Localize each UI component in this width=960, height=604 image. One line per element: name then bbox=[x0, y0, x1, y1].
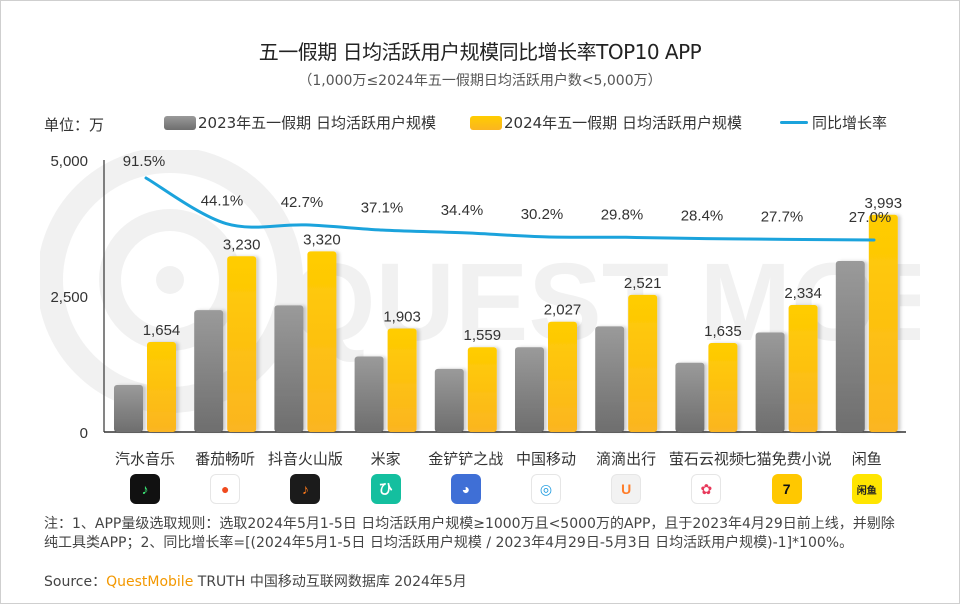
x-tick-label: 滴滴出行 bbox=[596, 450, 657, 468]
bar-2023 bbox=[194, 310, 224, 432]
bars-group bbox=[114, 214, 898, 432]
x-tick-label: 七猫免费小说 bbox=[741, 450, 832, 468]
x-tick-label: 金铲铲之战 bbox=[428, 450, 504, 468]
x-tick-label: 萤石云视频 bbox=[668, 450, 744, 468]
y-tick-label: 0 bbox=[80, 425, 88, 442]
x-tick-label: 抖音火山版 bbox=[267, 450, 343, 468]
bar-2024 bbox=[628, 294, 658, 432]
source-brand: QuestMobile bbox=[106, 574, 194, 590]
x-tick-label: 米家 bbox=[370, 450, 401, 468]
bar-2024-value-label: 2,027 bbox=[544, 302, 582, 319]
bar-2023 bbox=[274, 305, 304, 432]
bar-2024-value-label: 2,521 bbox=[624, 275, 662, 292]
growth-rate-label: 30.2% bbox=[521, 206, 564, 223]
legend-label-2024: 2024年五一假期 日均活跃用户规模 bbox=[504, 114, 742, 132]
legend-item-2023: 2023年五一假期 日均活跃用户规模 bbox=[164, 112, 436, 133]
y-tick-label: 2,500 bbox=[50, 289, 88, 306]
bar-2023 bbox=[675, 362, 705, 432]
y-tick-label: 5,000 bbox=[50, 153, 88, 170]
mijia-icon: ひ bbox=[370, 474, 401, 504]
qimao-icon: 7 bbox=[771, 474, 802, 504]
growth-rate-label: 27.7% bbox=[761, 208, 804, 225]
bar-2024-value-label: 3,320 bbox=[303, 231, 341, 248]
growth-rate-label: 29.8% bbox=[601, 206, 644, 223]
bar-2024 bbox=[227, 256, 257, 432]
bar-2024-value-label: 3,230 bbox=[223, 236, 261, 253]
unit-label: 单位：万 bbox=[44, 116, 105, 134]
douyin-huoshan-icon: ♪ bbox=[290, 474, 321, 504]
growth-rate-line bbox=[144, 176, 876, 242]
xianyu-icon: 闲鱼 bbox=[851, 474, 882, 504]
growth-rate-label: 28.4% bbox=[681, 208, 724, 225]
growth-rate-label: 44.1% bbox=[201, 193, 244, 210]
growth-rate-label: 34.4% bbox=[441, 202, 484, 219]
bar-2024-value-label: 1,654 bbox=[143, 322, 181, 339]
bar-2024-value-label: 1,559 bbox=[464, 327, 502, 344]
bar-2024 bbox=[147, 342, 176, 432]
chart-title: 五一假期 日均活跃用户规模同比增长率TOP10 APP bbox=[258, 40, 702, 64]
bar-2024 bbox=[548, 321, 577, 432]
bar-2024 bbox=[788, 305, 818, 432]
source-line: Source：QuestMobile TRUTH 中国移动互联网数据库 2024… bbox=[44, 571, 467, 591]
bar-2024 bbox=[868, 214, 898, 432]
jinchanchan-icon: ◕ bbox=[450, 474, 481, 504]
tomato-listen-icon: ● bbox=[210, 474, 241, 504]
source-suffix: TRUTH 中国移动互联网数据库 2024年5月 bbox=[193, 574, 467, 590]
bar-2024-value-label: 2,334 bbox=[784, 285, 822, 302]
x-tick-label: 中国移动 bbox=[515, 450, 576, 468]
bar-2024 bbox=[467, 347, 497, 432]
legend-swatch-2023 bbox=[164, 115, 196, 130]
x-tick-label: 汽水音乐 bbox=[114, 450, 175, 468]
bar-2023 bbox=[595, 326, 625, 432]
legend-swatch-growth bbox=[780, 121, 808, 124]
legend-swatch-2024 bbox=[470, 115, 502, 130]
bar-2023 bbox=[755, 332, 785, 432]
growth-rate-label: 37.1% bbox=[361, 199, 404, 216]
source-prefix: Source： bbox=[44, 574, 107, 590]
music-note-icon: ♪ bbox=[130, 474, 160, 504]
bar-2023 bbox=[114, 384, 143, 432]
didi-icon: U bbox=[611, 474, 642, 504]
legend-item-2024: 2024年五一假期 日均活跃用户规模 bbox=[470, 112, 742, 133]
data-labels-group: 1,654 3,230 3,320 1,903 1,559 2,027 2,521 1,635… bbox=[123, 153, 902, 344]
x-tick-label: 闲鱼 bbox=[851, 450, 882, 468]
bar-2024-value-label: 1,903 bbox=[383, 308, 421, 325]
bar-2023 bbox=[434, 368, 464, 432]
x-tick-label: 番茄畅听 bbox=[195, 450, 256, 468]
bar-2023 bbox=[354, 356, 384, 432]
bar-2023 bbox=[515, 347, 544, 432]
bar-2024-value-label: 1,635 bbox=[704, 323, 742, 340]
footnote: 注：1、APP量级选取规则：选取2024年5月1-5日 日均活跃用户规模≥100… bbox=[44, 516, 895, 551]
growth-rate-label: 42.7% bbox=[281, 194, 324, 211]
legend-label-2023: 2023年五一假期 日均活跃用户规模 bbox=[198, 114, 436, 132]
bar-2024 bbox=[708, 343, 738, 432]
chart-subtitle: （1,000万≤2024年五一假期日均活跃用户数<5,000万） bbox=[298, 73, 662, 89]
legend-label-growth: 同比增长率 bbox=[812, 114, 888, 132]
bar-2024-value-label: 3,993 bbox=[865, 195, 903, 212]
china-mobile-icon: ◎ bbox=[531, 474, 561, 504]
bar-2024 bbox=[387, 328, 417, 432]
growth-line-group bbox=[144, 176, 876, 242]
legend-item-growth: 同比增长率 bbox=[780, 112, 887, 133]
growth-rate-label: 27.0% bbox=[849, 209, 892, 226]
bar-2023 bbox=[835, 260, 865, 432]
ezviz-icon: ✿ bbox=[691, 474, 722, 504]
growth-rate-label: 91.5% bbox=[123, 153, 166, 170]
bar-2024 bbox=[307, 251, 337, 432]
